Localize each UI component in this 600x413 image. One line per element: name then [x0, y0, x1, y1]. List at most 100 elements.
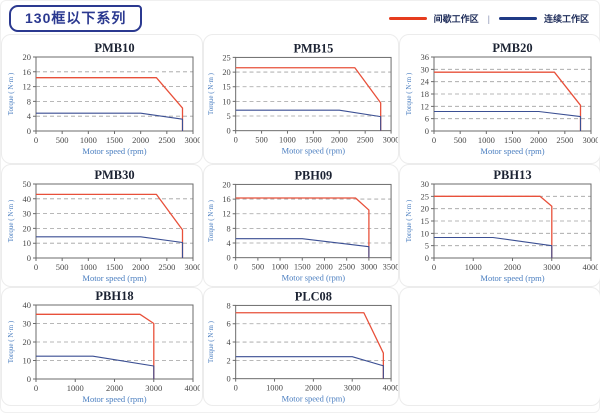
x-tick-label: 1000 [272, 262, 289, 271]
y-tick-label: 15 [222, 83, 230, 92]
y-tick-label: 30 [23, 208, 32, 218]
y-tick-label: 0 [27, 253, 31, 263]
x-axis-label: Motor speed (rpm) [82, 146, 146, 156]
x-tick-label: 2500 [357, 136, 374, 145]
x-tick-label: 2500 [556, 135, 573, 145]
chart-title: PMB15 [293, 41, 333, 55]
y-tick-label: 8 [227, 301, 231, 310]
x-tick-label: 0 [234, 136, 238, 145]
chart-cell-PBH13: PBH13 0 5 10 15 20 25 30 0 1000 2000 3000 4000 Motor … [399, 164, 600, 287]
y-tick-label: 12 [421, 101, 430, 111]
y-tick-label: 25 [222, 53, 230, 62]
y-tick-label: 20 [421, 203, 430, 213]
x-axis-label: Motor speed (rpm) [82, 394, 146, 404]
y-tick-label: 12 [222, 209, 230, 218]
continuous-zone-line [36, 235, 184, 258]
x-tick-label: 1500 [305, 136, 322, 145]
y-tick-label: 20 [222, 180, 230, 189]
x-axis-label: Motor speed (rpm) [82, 273, 146, 283]
empty-cell [399, 287, 600, 406]
y-axis-label: Torque ( N·m ) [208, 321, 215, 363]
chart-cell-PMB10: PMB10 0 4 8 12 16 20 0 500 1000 1500 2000 2500 3000 Mo… [1, 34, 203, 164]
y-tick-label: 20 [23, 337, 32, 347]
y-tick-label: 0 [227, 127, 231, 136]
chart-title: PMB10 [94, 41, 134, 55]
x-tick-label: 1000 [266, 383, 283, 392]
chart-cell-PMB30: PMB30 0 10 20 30 40 50 0 500 1000 1500 2000 2500 3000… [1, 164, 203, 287]
continuous-line-swatch [498, 17, 537, 20]
y-tick-label: 10 [421, 228, 430, 238]
x-tick-label: 0 [34, 383, 38, 393]
x-tick-label: 1000 [80, 135, 97, 145]
y-axis-label: Torque ( N·m ) [7, 320, 15, 363]
x-tick-label: 1500 [504, 135, 521, 145]
y-tick-label: 0 [27, 374, 31, 384]
continuous-zone-line [235, 237, 370, 258]
x-tick-label: 2500 [158, 135, 175, 145]
y-tick-label: 18 [421, 89, 430, 99]
chart-svg-PMB10: PMB10 0 4 8 12 16 20 0 500 1000 1500 2000 2500 3000 Mo… [7, 41, 201, 156]
x-tick-label: 2000 [316, 262, 333, 271]
x-tick-label: 500 [454, 135, 467, 145]
continuous-zone-line [235, 109, 382, 131]
intermittent-line-swatch [388, 17, 427, 20]
legend-label-intermittent: 间歇工作区 [433, 14, 479, 24]
y-tick-label: 40 [23, 193, 32, 203]
x-tick-label: 2000 [504, 262, 521, 272]
intermittent-zone-line [434, 71, 582, 131]
x-tick-label: 500 [255, 136, 268, 145]
x-tick-label: 2000 [530, 135, 547, 145]
intermittent-zone-line [36, 193, 184, 258]
y-tick-label: 0 [425, 126, 429, 136]
chart-svg-PMB15: PMB15 0 5 10 15 20 25 0 500 1000 1500 2000 2500 3000 M… [208, 41, 398, 155]
chart-title: PBH09 [294, 168, 332, 182]
y-tick-label: 5 [425, 240, 429, 250]
legend-label-continuous: 连续工作区 [543, 14, 589, 24]
page-title: 130框以下系列 [25, 10, 127, 26]
chart-cell-PBH09: PBH09 0 4 8 12 16 20 0 500 1000 1500 2000 2500 3000 35… [203, 164, 399, 287]
chart-title: PBH13 [493, 168, 531, 182]
x-axis-label: Motor speed (rpm) [282, 146, 346, 155]
x-axis-label: Motor speed (rpm) [282, 394, 346, 403]
x-tick-label: 2500 [338, 262, 355, 271]
x-tick-label: 3000 [145, 383, 162, 393]
y-tick-label: 0 [227, 253, 231, 262]
x-tick-label: 1000 [80, 262, 97, 272]
x-tick-label: 1000 [478, 135, 495, 145]
y-tick-label: 4 [27, 111, 32, 121]
x-tick-label: 3000 [583, 135, 599, 145]
x-tick-label: 2000 [331, 136, 348, 145]
x-tick-label: 2000 [132, 262, 149, 272]
y-tick-label: 40 [23, 300, 32, 310]
y-tick-label: 30 [421, 64, 430, 74]
x-axis-label: Motor speed (rpm) [480, 273, 544, 283]
plot-border [235, 183, 392, 258]
x-tick-label: 1000 [67, 383, 84, 393]
y-tick-label: 20 [23, 52, 32, 62]
x-tick-label: 0 [234, 383, 238, 392]
x-tick-label: 1000 [465, 262, 482, 272]
x-axis-label: Motor speed (rpm) [480, 146, 544, 156]
x-tick-label: 3000 [185, 135, 201, 145]
continuous-zone-line [434, 236, 553, 258]
continuous-zone-line [36, 355, 155, 379]
y-tick-label: 12 [23, 82, 32, 92]
x-tick-label: 1500 [106, 262, 123, 272]
chart-cell-PBH18: PBH18 0 10 20 30 40 0 1000 2000 3000 4000 Motor spe… [1, 287, 203, 406]
x-axis-label: Motor speed (rpm) [282, 273, 346, 282]
intermittent-zone-line [36, 313, 155, 379]
chart-title: PMB20 [492, 41, 532, 55]
x-tick-label: 1000 [279, 136, 296, 145]
y-axis-label: Torque ( N·m ) [405, 72, 413, 115]
chart-cell-PMB20: PMB20 0 6 12 18 24 30 36 0 500 1000 1500 2000 2500 300… [399, 34, 600, 164]
y-tick-label: 16 [222, 195, 230, 204]
x-tick-label: 3000 [383, 136, 398, 145]
continuous-zone-line [434, 110, 582, 131]
y-tick-label: 8 [227, 224, 231, 233]
y-tick-label: 15 [421, 216, 430, 226]
y-tick-label: 10 [23, 355, 32, 365]
y-tick-label: 25 [421, 191, 430, 201]
y-tick-label: 20 [23, 223, 32, 233]
